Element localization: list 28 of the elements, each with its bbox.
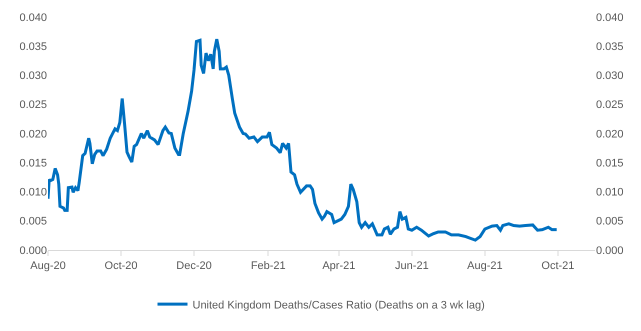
y2-tick-label: 0.040	[596, 12, 624, 24]
y-tick-label: 0.015	[19, 157, 47, 170]
x-tick-label: Apr-21	[322, 260, 356, 272]
y2-tick-label: 0.000	[596, 244, 624, 257]
y2-tick-label: 0.010	[596, 186, 624, 199]
y-tick-label: 0.020	[19, 128, 47, 140]
y2-tick-label: 0.005	[596, 216, 624, 228]
y2-tick-label: 0.015	[596, 157, 624, 170]
line-series	[48, 38, 558, 242]
x-tick-label: Oct-20	[104, 260, 138, 272]
x-tick-label: Dec-20	[176, 260, 212, 272]
x-tick-label: Aug-21	[467, 260, 503, 272]
x-tick-label: Oct-21	[541, 260, 574, 272]
y2-tick-label: 0.035	[596, 40, 624, 53]
x-tick-label: Jun-21	[395, 260, 429, 272]
y-tick-label: 0.005	[19, 216, 47, 228]
y-tick-label: 0.000	[19, 244, 47, 257]
y-tick-label: 0.035	[19, 40, 47, 53]
x-tick-label: Aug-20	[30, 260, 66, 272]
y2-tick-label: 0.030	[596, 70, 624, 82]
legend-label: United Kingdom Deaths/Cases Ratio (Deaths on a 3 wk lag)	[192, 299, 485, 312]
y-tick-label: 0.030	[19, 70, 47, 82]
y-tick-label: 0.025	[19, 99, 47, 112]
x-tick-label: Feb-21	[250, 260, 286, 272]
y2-tick-label: 0.025	[596, 99, 624, 112]
y2-tick-label: 0.020	[596, 128, 624, 140]
y-tick-label: 0.040	[19, 12, 47, 24]
y-tick-label: 0.010	[19, 186, 47, 199]
